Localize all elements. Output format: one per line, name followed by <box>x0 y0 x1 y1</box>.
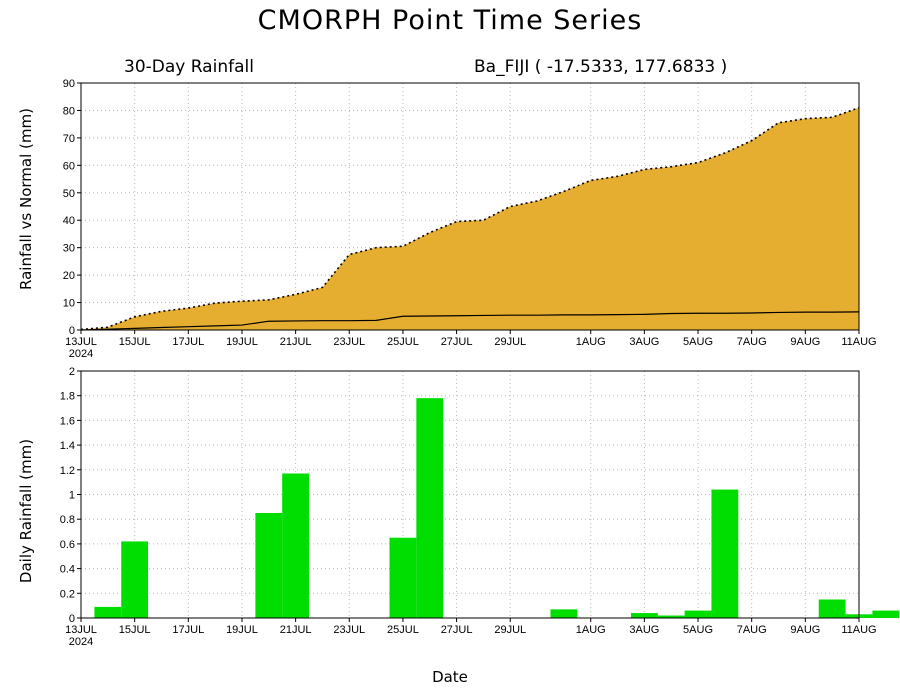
bottom-year-label: 2024 <box>69 636 93 648</box>
normal-rainfall-area <box>81 311 859 330</box>
bottom-ytick-label: 0.2 <box>60 588 75 600</box>
bottom-xtick-label: 23JUL <box>333 624 365 636</box>
top-year-label: 2024 <box>69 348 93 360</box>
daily-rainfall-panel: 0 0.2 0.4 0.6 0.8 1 1.2 1.4 1.6 1.8 2 13JUL 15JUL 17J… <box>60 366 900 648</box>
daily-rainfall-bar <box>94 606 122 618</box>
bottom-ytick-label: 1.4 <box>60 440 75 452</box>
top-ytick-label: 70 <box>63 133 75 145</box>
top-xtick-label: 7AUG <box>737 336 767 348</box>
top-xtick-label: 29JUL <box>494 336 526 348</box>
top-xtick-label: 11AUG <box>841 336 876 348</box>
top-xtick-label: 25JUL <box>387 336 419 348</box>
bottom-ytick-label: 0.6 <box>60 539 75 551</box>
bottom-xtick-label: 9AUG <box>790 624 820 636</box>
top-ytick-label: 30 <box>63 243 75 255</box>
top-xtick-label: 9AUG <box>790 336 820 348</box>
cumulative-rainfall-panel: 0 10 20 30 40 50 60 70 80 90 13JUL 15JUL 17JUL 19JUL 2… <box>63 78 877 360</box>
top-xtick-label: 1AUG <box>576 336 606 348</box>
bottom-xtick-label: 25JUL <box>387 624 419 636</box>
top-ytick-label: 40 <box>63 215 75 227</box>
bottom-ytick-label: 1.8 <box>60 391 75 403</box>
x-axis-label: Date <box>432 668 468 686</box>
bottom-xtick-label: 15JUL <box>119 624 151 636</box>
top-xtick-label: 19JUL <box>226 336 258 348</box>
bottom-xtick-label: 1AUG <box>576 624 606 636</box>
daily-rainfall-bar <box>121 541 149 618</box>
chart-subtitle-left: 30-Day Rainfall <box>124 57 254 77</box>
top-xtick-label: 5AUG <box>683 336 713 348</box>
bottom-xtick-label: 5AUG <box>683 624 713 636</box>
bottom-ytick-label: 0 <box>69 613 75 625</box>
top-frame <box>80 82 860 331</box>
top-ytick-label: 0 <box>69 325 75 337</box>
daily-rainfall-bar <box>550 609 578 618</box>
cumulative-rainfall-line <box>80 106 860 331</box>
cumulative-rainfall-area <box>81 107 859 330</box>
daily-rainfall-bar <box>872 610 900 618</box>
top-xtick-label: 13JUL <box>65 336 97 348</box>
daily-rainfall-bar <box>818 599 846 618</box>
daily-rainfall-bar <box>416 398 444 618</box>
daily-rainfall-bar <box>657 615 685 618</box>
top-ytick-label: 80 <box>63 105 75 117</box>
bottom-ytick-label: 0.4 <box>60 564 75 576</box>
bottom-xtick-label: 19JUL <box>226 624 258 636</box>
bottom-xtick-label: 17JUL <box>172 624 204 636</box>
bottom-xtick-label: 3AUG <box>629 624 659 636</box>
chart-subtitle-right: Ba_FIJI ( -17.5333, 177.6833 ) <box>474 57 727 77</box>
top-xtick-label: 17JUL <box>172 336 204 348</box>
bottom-xtick-label: 13JUL <box>65 624 97 636</box>
bottom-y-axis-label: Daily Rainfall (mm) <box>17 439 35 583</box>
top-xtick-label: 23JUL <box>333 336 365 348</box>
bottom-xtick-label: 7AUG <box>737 624 767 636</box>
bottom-ytick-label: 1.6 <box>60 415 75 427</box>
top-ytick-label: 50 <box>63 188 75 200</box>
daily-rainfall-bar <box>630 613 658 618</box>
top-xtick-label: 15JUL <box>119 336 151 348</box>
top-xtick-label: 21JUL <box>280 336 312 348</box>
top-ytick-label: 60 <box>63 160 75 172</box>
bottom-ytick-label: 1 <box>69 490 75 502</box>
top-ytick-label: 10 <box>63 298 75 310</box>
bottom-xtick-label: 11AUG <box>841 624 876 636</box>
bottom-ytick-label: 1.2 <box>60 465 75 477</box>
daily-rainfall-bar <box>255 513 283 618</box>
bottom-xtick-label: 27JUL <box>441 624 473 636</box>
bottom-ytick-label: 0.8 <box>60 514 75 526</box>
chart-title: CMORPH Point Time Series <box>258 5 643 36</box>
bottom-xtick-label: 21JUL <box>280 624 312 636</box>
top-y-axis-label: Rainfall vs Normal (mm) <box>17 108 35 290</box>
top-xtick-label: 27JUL <box>441 336 473 348</box>
normal-rainfall-line <box>80 311 860 331</box>
top-ytick-label: 20 <box>63 270 75 282</box>
top-ytick-label: 90 <box>63 78 75 90</box>
bottom-ytick-label: 2 <box>69 366 75 378</box>
daily-rainfall-bar <box>684 610 712 618</box>
daily-rainfall-bar <box>282 473 310 618</box>
daily-rainfall-bar <box>711 489 739 618</box>
bottom-xtick-label: 29JUL <box>494 624 526 636</box>
top-xtick-label: 3AUG <box>629 336 659 348</box>
daily-rainfall-bar <box>389 537 417 618</box>
